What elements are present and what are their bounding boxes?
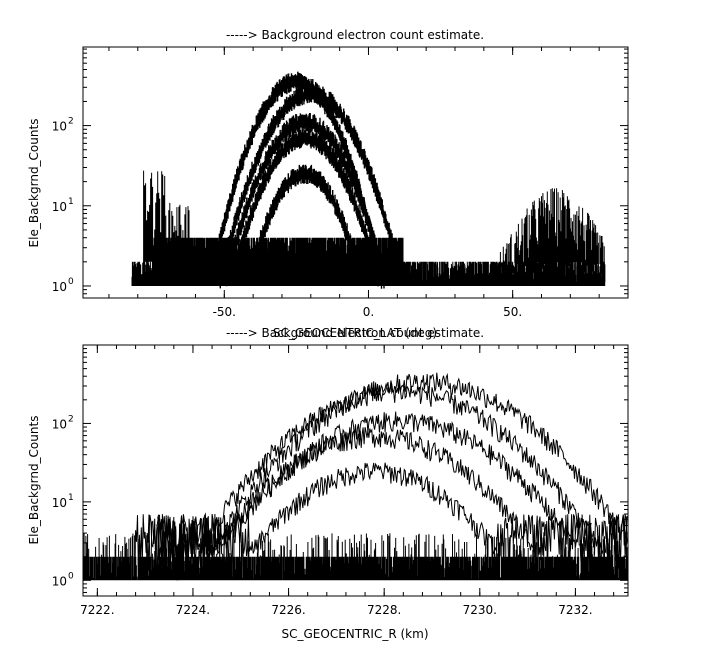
chart-title: -----> Background electron count estimat… (226, 326, 484, 340)
x-axis-label: SC_GEOCENTRIC_LAT (deg) (273, 326, 437, 340)
y-tick-label: 10 (52, 120, 67, 134)
y-tick-exponent: 2 (68, 117, 74, 127)
x-axis-label: SC_GEOCENTRIC_R (km) (282, 627, 429, 641)
chart-panel-latitude: -----> Background electron count estimat… (27, 28, 629, 340)
x-tick-label: 7224. (176, 603, 210, 617)
data-traces (131, 71, 606, 289)
y-axis-label: Ele_Backgrnd_Counts (27, 119, 41, 248)
peak-trace (225, 113, 385, 289)
x-tick-label: 50. (503, 305, 522, 319)
x-tick-label: 7230. (463, 603, 497, 617)
peak-trace (248, 164, 362, 285)
x-tick-label: 7222. (80, 603, 114, 617)
y-tick-label: 10 (52, 574, 67, 588)
x-axis: -50. 0. 50. (108, 47, 629, 319)
y-tick-exponent: 2 (68, 414, 74, 424)
x-tick-label: 7228. (367, 603, 401, 617)
y-tick-label: 10 (52, 496, 67, 510)
y-axis-label: Ele_Backgrnd_Counts (27, 416, 41, 545)
y-tick-label: 10 (52, 417, 67, 431)
x-axis: 7222. 7224. 7226. 7228. 7230. 7232. (80, 345, 615, 617)
x-tick-label: -50. (213, 305, 236, 319)
y-tick-exponent: 0 (68, 571, 74, 581)
data-traces (82, 372, 629, 581)
y-tick-exponent: 0 (68, 277, 74, 287)
x-tick-label: 7226. (271, 603, 305, 617)
y-tick-exponent: 1 (68, 493, 74, 503)
chart-title: -----> Background electron count estimat… (226, 28, 484, 42)
chart-panel-radius: -----> Background electron count estimat… (27, 326, 629, 641)
plot-frame (82, 344, 629, 597)
y-tick-label: 10 (52, 200, 67, 214)
peak-trace (231, 127, 379, 287)
x-tick-label: 7232. (558, 603, 592, 617)
y-tick-label: 10 (52, 280, 67, 294)
peak-trace (202, 462, 547, 581)
x-tick-label: 0. (363, 305, 374, 319)
peak-trace (219, 83, 402, 289)
plot-frame (82, 46, 629, 299)
y-tick-exponent: 1 (68, 197, 74, 207)
